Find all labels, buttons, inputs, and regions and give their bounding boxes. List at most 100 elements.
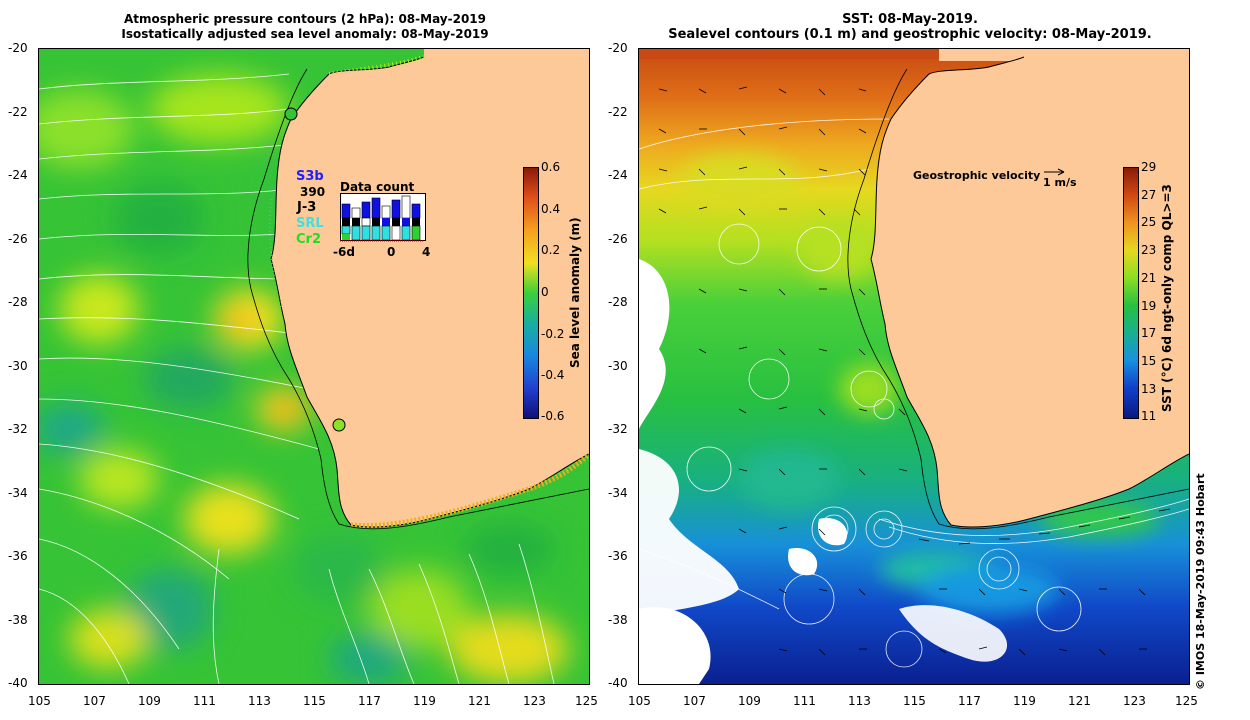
lat-tick: -40 <box>8 676 28 690</box>
velocity-legend-arrow <box>1044 168 1065 176</box>
sea-level-contours <box>639 118 1189 668</box>
data-count-axis <box>340 240 424 242</box>
lon-tick: 117 <box>358 694 381 708</box>
sea-level-anomaly-field <box>39 49 589 684</box>
colorbar-tick: 27 <box>1141 188 1157 202</box>
sst-eddies <box>679 154 1159 614</box>
colorbar-tick: 11 <box>1141 409 1157 423</box>
imos-credit: © IMOS 18-May-2019 09:43 Hobart <box>1194 473 1207 690</box>
lat-tick: -24 <box>8 168 28 182</box>
right-title-line1: SST: 08-May-2019. <box>842 12 978 27</box>
sea-level-anomaly-map <box>38 48 590 685</box>
lat-tick: -28 <box>608 295 628 309</box>
colorbar-tick: 17 <box>1141 326 1157 340</box>
data-count-title: Data count <box>340 180 415 194</box>
lat-tick: -38 <box>8 613 28 627</box>
tide-gauge-marker <box>332 418 346 432</box>
australia-land <box>271 49 589 527</box>
lat-tick: -32 <box>608 422 628 436</box>
colorbar-tick: 25 <box>1141 215 1157 229</box>
coastline <box>870 56 1189 528</box>
lat-tick: -32 <box>8 422 28 436</box>
pressure-contours <box>39 73 555 684</box>
lat-tick: -22 <box>608 105 628 119</box>
lat-tick: -26 <box>8 232 28 246</box>
sea-level-colorbar-title: Sea level anomaly (m) <box>568 217 582 368</box>
left-title-line2: Isostatically adjusted sea level anomaly… <box>121 27 489 41</box>
lat-tick: -36 <box>8 549 28 563</box>
lat-tick: -34 <box>8 486 28 500</box>
sst-field <box>639 49 1189 684</box>
lon-tick: 123 <box>1123 694 1146 708</box>
lat-tick: -22 <box>8 105 28 119</box>
data-count-tick: 4 <box>422 245 431 259</box>
sst-colorbar <box>1123 167 1139 419</box>
lon-tick: 111 <box>193 694 216 708</box>
right-title-line2: Sealevel contours (0.1 m) and geostrophi… <box>668 27 1152 42</box>
data-count-bars <box>341 195 421 241</box>
geostrophic-velocity-unit: 1 m/s <box>1043 176 1077 189</box>
lon-tick: 113 <box>848 694 871 708</box>
colorbar-tick: 0.2 <box>541 243 561 257</box>
lat-tick: -20 <box>608 41 628 55</box>
colorbar-tick: 23 <box>1141 243 1157 257</box>
colorbar-tick: -0.6 <box>541 409 565 423</box>
coastline <box>270 56 589 528</box>
lon-tick: 121 <box>468 694 491 708</box>
colorbar-tick: 0 <box>541 285 549 299</box>
lon-tick: 113 <box>248 694 271 708</box>
lon-tick: 107 <box>83 694 106 708</box>
lat-tick: -40 <box>608 676 628 690</box>
satellite-label: 390 <box>300 185 326 199</box>
lat-tick: -38 <box>608 613 628 627</box>
left-title-line1: Atmospheric pressure contours (2 hPa): 0… <box>123 12 486 26</box>
geostrophic-velocity-arrows <box>658 86 1171 656</box>
lat-tick: -30 <box>608 359 628 373</box>
lon-tick: 105 <box>628 694 651 708</box>
colorbar-tick: 0.6 <box>541 160 561 174</box>
colorbar-tick: 21 <box>1141 271 1157 285</box>
colorbar-tick: 29 <box>1141 160 1157 174</box>
lon-tick: 115 <box>303 694 326 708</box>
colorbar-tick: 19 <box>1141 299 1157 313</box>
lon-tick: 107 <box>683 694 706 708</box>
lat-tick: -28 <box>8 295 28 309</box>
australia-land <box>871 49 1189 527</box>
lon-tick: 117 <box>958 694 981 708</box>
left-map-title: Atmospheric pressure contours (2 hPa): 0… <box>100 12 510 42</box>
lon-tick: 115 <box>903 694 926 708</box>
lat-tick: -30 <box>8 359 28 373</box>
colorbar-tick: 13 <box>1141 382 1157 396</box>
lon-tick: 111 <box>793 694 816 708</box>
right-map-title: SST: 08-May-2019. Sealevel contours (0.1… <box>660 12 1160 42</box>
data-count-tick: -6d <box>333 245 355 259</box>
satellite-label: J-3 <box>297 200 317 215</box>
lon-tick: 109 <box>738 694 761 708</box>
cloud-gaps <box>639 259 1008 684</box>
lon-tick: 123 <box>523 694 546 708</box>
lon-tick: 121 <box>1068 694 1091 708</box>
lat-tick: -36 <box>608 549 628 563</box>
lon-tick: 125 <box>1175 694 1198 708</box>
lon-tick: 125 <box>575 694 598 708</box>
lon-tick: 119 <box>1013 694 1036 708</box>
satellite-label: S3b <box>296 169 324 184</box>
sst-colorbar-title: SST (°C) 6d ngt-only comp QL>=3 <box>1160 184 1174 412</box>
colorbar-tick: 0.4 <box>541 202 561 216</box>
sst-map <box>638 48 1190 685</box>
lon-tick: 119 <box>413 694 436 708</box>
data-count-tick: 0 <box>387 245 396 259</box>
geostrophic-velocity-label: Geostrophic velocity <box>913 169 1041 182</box>
tide-gauge-marker <box>284 107 298 121</box>
sea-level-colorbar <box>523 167 539 419</box>
satellite-label: Cr2 <box>296 232 321 247</box>
lat-tick: -26 <box>608 232 628 246</box>
colorbar-tick: -0.4 <box>541 368 565 382</box>
colorbar-tick: -0.2 <box>541 327 565 341</box>
colorbar-tick: 15 <box>1141 354 1157 368</box>
satellite-label: SRL <box>296 216 324 231</box>
data-count-chart <box>340 193 426 241</box>
lat-tick: -34 <box>608 486 628 500</box>
lon-tick: 109 <box>138 694 161 708</box>
lat-tick: -20 <box>8 41 28 55</box>
